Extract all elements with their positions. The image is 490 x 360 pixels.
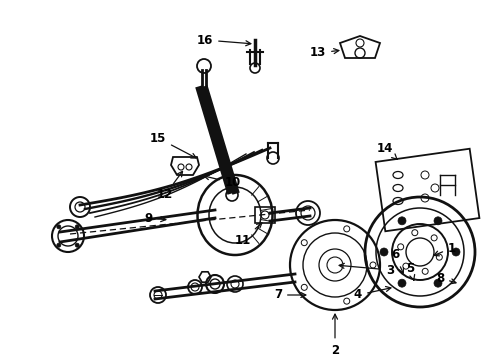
Circle shape bbox=[75, 225, 79, 229]
Text: 15: 15 bbox=[150, 131, 196, 158]
Text: 1: 1 bbox=[434, 242, 456, 256]
Circle shape bbox=[398, 279, 406, 287]
Bar bbox=[376, 149, 479, 231]
Text: 11: 11 bbox=[235, 223, 262, 247]
Circle shape bbox=[452, 248, 460, 256]
Text: 14: 14 bbox=[377, 141, 397, 159]
Circle shape bbox=[434, 217, 442, 225]
Text: 8: 8 bbox=[436, 271, 456, 284]
Text: 4: 4 bbox=[354, 287, 391, 302]
Text: 6: 6 bbox=[391, 248, 403, 273]
Circle shape bbox=[57, 243, 61, 247]
Circle shape bbox=[380, 248, 388, 256]
Text: 3: 3 bbox=[339, 264, 394, 276]
Circle shape bbox=[75, 243, 79, 247]
Text: 12: 12 bbox=[157, 171, 182, 202]
Text: 2: 2 bbox=[331, 314, 339, 356]
Circle shape bbox=[434, 279, 442, 287]
Text: 13: 13 bbox=[310, 46, 339, 59]
Text: 10: 10 bbox=[204, 175, 241, 189]
Circle shape bbox=[398, 217, 406, 225]
Circle shape bbox=[57, 225, 61, 229]
Text: 9: 9 bbox=[144, 211, 166, 225]
Text: 7: 7 bbox=[274, 288, 306, 302]
Text: 16: 16 bbox=[197, 33, 251, 46]
Text: 5: 5 bbox=[406, 261, 415, 280]
